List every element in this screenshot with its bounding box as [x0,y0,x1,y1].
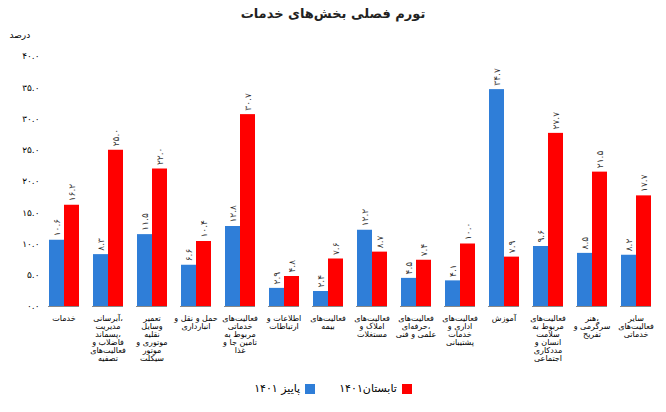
svg-text:۱۰.۶: ۱۰.۶ [52,219,62,237]
svg-text:۱۶.۲: ۱۶.۲ [67,184,77,202]
svg-text:سایرفعالیت‌هایخدماتی: سایرفعالیت‌هایخدماتی [618,314,654,339]
svg-text:۲.۴: ۲.۴ [316,275,326,288]
svg-text:۱۲.۲: ۱۲.۲ [360,209,370,227]
svg-text:فعالیت‌هایمربوط بهسلامتانسان و: فعالیت‌هایمربوط بهسلامتانسان ومددکاریاجت… [530,314,566,363]
svg-text:۱۱.۵: ۱۱.۵ [140,213,150,231]
svg-text:۴.۱: ۴.۱ [448,264,458,277]
svg-text:۳۴.۷: ۳۴.۷ [492,68,502,86]
svg-text:۵.۰: ۵.۰ [27,270,40,280]
svg-text:۳۵.۰: ۳۵.۰ [22,83,39,93]
svg-text:۲۰.۰: ۲۰.۰ [22,176,39,186]
svg-text:۷.۴: ۷.۴ [419,244,429,257]
svg-text:۱۰.۴: ۱۰.۴ [199,220,209,238]
svg-text:فعالیت‌هایحرفه‌ای،علمی و فنی: فعالیت‌هایحرفه‌ای،علمی و فنی [396,314,437,339]
svg-text:حمل و نقل وانبارداری: حمل و نقل وانبارداری [173,314,217,331]
svg-text:۱۷.۷: ۱۷.۷ [639,174,649,192]
svg-text:فعالیت‌هایاملاک ومستغلات: فعالیت‌هایاملاک ومستغلات [354,314,390,339]
svg-text:۴۰.۰: ۴۰.۰ [22,51,39,61]
svg-text:فعالیت‌هایبیمه: فعالیت‌هایبیمه [310,314,346,331]
svg-text:۱۰.۰: ۱۰.۰ [463,223,473,240]
svg-text:۳۰.۰: ۳۰.۰ [22,114,39,124]
svg-text:۸.۷: ۸.۷ [375,235,385,248]
svg-text:۰.۰: ۰.۰ [27,301,40,311]
svg-text:۱۲.۸: ۱۲.۸ [228,205,238,223]
svg-text:۲۵.۰: ۲۵.۰ [22,145,39,155]
svg-text:درصد: درصد [10,30,31,40]
svg-text:فعالیت‌هایاداری وخدماتپشتیبانی: فعالیت‌هایاداری وخدماتپشتیبانی [442,314,478,347]
svg-text:۲۵.۰: ۲۵.۰ [111,129,121,146]
svg-text:۸.۵: ۸.۵ [580,237,590,250]
svg-text:۱۰.۰: ۱۰.۰ [22,239,39,249]
svg-text:۸.۲: ۸.۲ [624,239,634,252]
svg-text:۷.۹: ۷.۹ [507,240,517,253]
html-text:تابستان۱۴۰۱: تابستان۱۴۰۱ [339,382,397,395]
svg-text:۷.۶: ۷.۶ [331,242,341,255]
svg-text:۴.۵: ۴.۵ [404,262,414,275]
svg-text:۲۷.۷: ۲۷.۷ [551,112,561,130]
svg-text:۸.۳: ۸.۳ [96,238,106,251]
svg-text:۲.۹: ۲.۹ [272,272,282,285]
svg-text:۹.۶: ۹.۶ [536,230,546,243]
svg-text:۲۲.۰: ۲۲.۰ [155,148,165,165]
svg-text:آموزش: آموزش [492,313,517,323]
svg-text:۱۵.۰: ۱۵.۰ [22,208,39,218]
svg-text:۲۱.۵: ۲۱.۵ [595,151,605,169]
html-text:پاییز ۱۴۰۱: پاییز ۱۴۰۱ [254,382,301,395]
svg-text:آبرسانی،مدیریتپسماند،فاضلاب وف: آبرسانی،مدیریتپسماند،فاضلاب وفعالیت‌هایت… [90,313,126,363]
svg-text:اطلاعات وارتباطات: اطلاعات وارتباطات [266,314,302,331]
svg-text:تعمیروسایلنقلیهموتوری وموتورسی: تعمیروسایلنقلیهموتوری وموتورسیکلت [135,314,167,363]
html-text:تورم فصلی بخش‌های خدمات: تورم فصلی بخش‌های خدمات [240,6,426,21]
svg-text:هنر،سرگرمی وتفریح: هنر،سرگرمی وتفریح [573,314,611,339]
svg-text:فعالیت‌هایخدماتیمربوط بهتامین: فعالیت‌هایخدماتیمربوط بهتامین جا وغذا [222,314,258,355]
svg-text:۳۰.۷: ۳۰.۷ [243,93,253,111]
svg-text:خدمات: خدمات [52,314,75,323]
svg-text:۶.۶: ۶.۶ [184,249,194,262]
svg-text:۴.۸: ۴.۸ [287,260,297,273]
